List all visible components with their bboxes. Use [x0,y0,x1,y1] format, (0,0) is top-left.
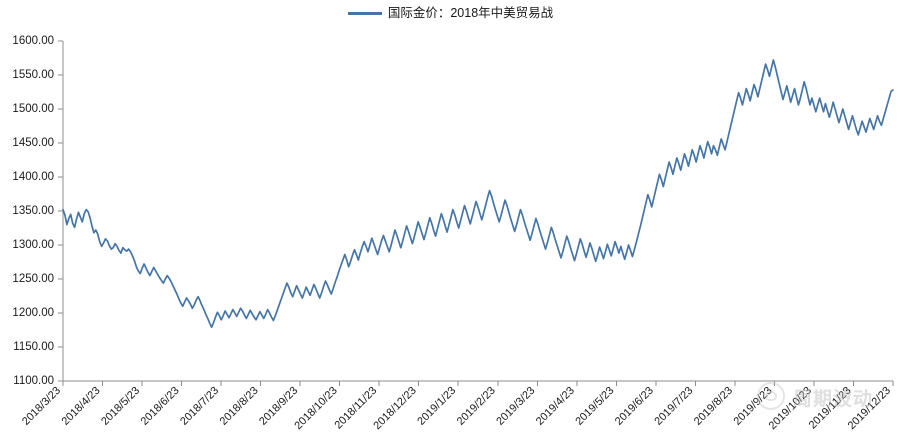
x-tick-label: 2018/7/23 [178,385,221,428]
x-tick-label: 2018/4/23 [60,385,103,428]
y-axis-ticks: 1600.00 1550.00 1500.00 1450.00 1400.00 1350.… [12,35,63,387]
x-tick-label: 2019/2/23 [455,385,498,428]
x-tick-label: 2019/6/23 [613,385,656,428]
y-tick-label: 1600.00 [12,35,54,47]
y-tick-label: 1300.00 [12,239,54,251]
x-tick-label: 2019/7/23 [652,385,695,428]
price-line-series [62,59,894,329]
y-tick-label: 1450.00 [12,137,54,149]
y-tick-label: 1350.00 [12,205,54,217]
x-tick-label: 2019/10/23 [767,385,814,432]
y-tick-label: 1400.00 [12,171,54,183]
x-tick-label: 2018/10/23 [292,385,339,432]
x-tick-label: 2019/8/23 [692,385,735,428]
x-tick-label: 2019/12/23 [846,385,893,432]
x-axis-ticks: 2018/3/232018/4/232018/5/232018/6/232018… [20,381,894,432]
legend-label: 国际金价：2018年中美贸易战 [387,5,554,20]
y-tick-label: 1500.00 [12,103,54,115]
x-tick-label: 2018/12/23 [371,385,418,432]
y-tick-label: 1550.00 [12,69,54,81]
x-tick-label: 2018/6/23 [139,385,182,428]
x-tick-label: 2018/3/23 [20,385,63,428]
x-tick-label: 2018/5/23 [99,385,142,428]
y-tick-label: 1100.00 [13,375,54,387]
x-tick-label: 2019/5/23 [573,385,616,428]
chart-legend: 国际金价：2018年中美贸易战 [0,0,901,26]
y-tick-label: 1250.00 [12,273,54,285]
x-tick-label: 2019/1/23 [415,385,458,428]
y-tick-label: 1150.00 [13,341,54,353]
x-tick-label: 2019/3/23 [494,385,537,428]
x-tick-label: 2019/4/23 [534,385,577,428]
x-tick-label: 2018/8/23 [218,385,261,428]
y-tick-label: 1200.00 [12,307,54,319]
legend-line-swatch-icon [347,11,382,15]
